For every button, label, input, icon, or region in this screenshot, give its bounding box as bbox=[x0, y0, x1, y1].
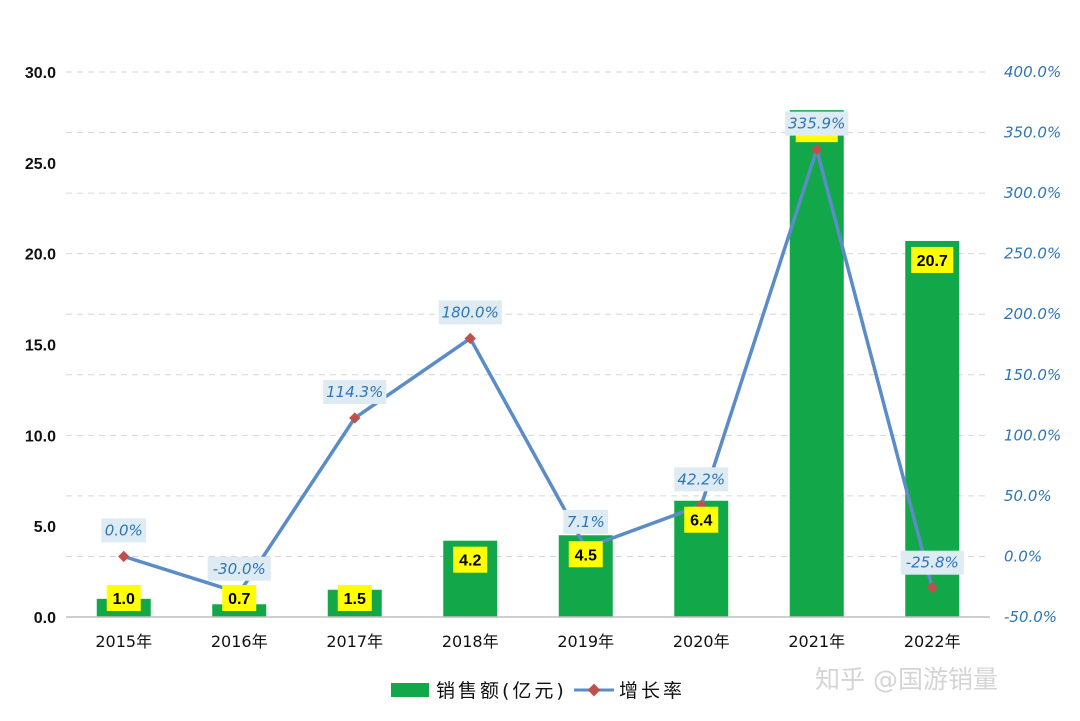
growth-marker bbox=[926, 582, 938, 594]
value-label-box bbox=[684, 506, 719, 533]
growth-label-box bbox=[438, 300, 502, 325]
growth-marker bbox=[464, 332, 476, 345]
left-tick-label: 10.0 bbox=[25, 428, 56, 445]
legend: 销售额(亿元) 增长率 bbox=[391, 680, 685, 702]
right-tick-label: 400.0% bbox=[1004, 63, 1061, 81]
right-tick-label: 50.0% bbox=[1004, 487, 1052, 505]
x-tick-label: 2019年 bbox=[557, 632, 614, 651]
growth-label-box bbox=[900, 550, 964, 575]
left-tick-label: 0.0 bbox=[34, 610, 56, 627]
value-label-box bbox=[106, 585, 141, 611]
x-tick-label: 2018年 bbox=[442, 632, 499, 651]
growth-marker bbox=[811, 143, 823, 156]
legend-bar-swatch bbox=[391, 683, 429, 697]
legend-line-marker bbox=[587, 683, 601, 697]
x-tick-label: 2017年 bbox=[326, 632, 383, 651]
growth-marker bbox=[349, 412, 361, 424]
value-label-box bbox=[337, 585, 372, 611]
right-axis: -50.0% 0.0% 50.0% 100.0% 150.0% 200.0% 250.0% 3… bbox=[1004, 63, 1061, 626]
x-axis: 2015年 2016年 2017年 2018年 2019年 2020年 2021年 2022年 bbox=[66, 616, 990, 651]
value-label: 6.4 bbox=[690, 513, 712, 530]
growth-label: 0.0% bbox=[105, 521, 143, 539]
right-tick-label: 150.0% bbox=[1004, 366, 1061, 384]
x-tick-label: 2015年 bbox=[95, 632, 152, 651]
left-tick-label: 25.0 bbox=[25, 156, 56, 173]
growth-label: 180.0% bbox=[442, 303, 499, 321]
right-tick-label: 350.0% bbox=[1004, 124, 1061, 142]
left-tick-label: 5.0 bbox=[34, 519, 56, 536]
x-tick-label: 2022年 bbox=[904, 632, 961, 651]
x-tick-label: 2016年 bbox=[211, 632, 268, 651]
grid-lines bbox=[66, 71, 990, 618]
value-label: 1.5 bbox=[344, 591, 366, 608]
watermark: 知乎 @国游销量 bbox=[815, 665, 998, 694]
right-tick-label: 0.0% bbox=[1004, 547, 1042, 565]
growth-label: 114.3% bbox=[326, 383, 383, 401]
growth-label: 7.1% bbox=[567, 513, 605, 531]
growth-label-box bbox=[101, 518, 147, 543]
left-tick-label: 15.0 bbox=[25, 338, 56, 355]
growth-label-box bbox=[323, 380, 387, 405]
value-label-box bbox=[222, 585, 257, 611]
right-tick-label: 300.0% bbox=[1004, 184, 1061, 202]
growth-label-box bbox=[563, 509, 609, 534]
right-tick-label: -50.0% bbox=[1004, 608, 1057, 626]
growth-label: -25.8% bbox=[906, 554, 959, 572]
bar bbox=[789, 110, 844, 618]
right-tick-label: 100.0% bbox=[1004, 426, 1061, 444]
value-label-box bbox=[453, 546, 488, 573]
growth-label-box bbox=[674, 467, 729, 492]
left-tick-label: 30.0 bbox=[25, 65, 56, 82]
growth-label-box bbox=[207, 556, 271, 581]
value-label: 0.7 bbox=[228, 591, 250, 608]
growth-label: 335.9% bbox=[788, 115, 845, 133]
value-label-box bbox=[911, 246, 954, 273]
right-tick-label: 200.0% bbox=[1004, 305, 1061, 323]
bar-series bbox=[96, 110, 960, 618]
growth-marker bbox=[118, 550, 130, 563]
value-label-box bbox=[568, 541, 603, 568]
right-tick-label: 250.0% bbox=[1004, 245, 1061, 263]
growth-label: -30.0% bbox=[213, 560, 266, 578]
left-axis: 0.0 5.0 10.0 15.0 20.0 25.0 30.0 bbox=[25, 65, 56, 627]
data-labels: 1.00.71.54.24.56.427.920.70.0%-30.0%114.… bbox=[101, 111, 964, 611]
legend-line-label: 增长率 bbox=[619, 680, 685, 702]
left-tick-label: 20.0 bbox=[25, 247, 56, 264]
value-label: 4.2 bbox=[459, 553, 481, 570]
growth-label-box bbox=[785, 111, 849, 136]
growth-label: 42.2% bbox=[677, 470, 725, 488]
value-label: 20.7 bbox=[917, 253, 948, 270]
x-tick-label: 2021年 bbox=[788, 632, 845, 651]
value-label: 4.5 bbox=[575, 547, 597, 564]
value-label: 1.0 bbox=[113, 591, 135, 608]
legend-bar-label: 销售额(亿元) bbox=[436, 680, 567, 702]
x-tick-label: 2020年 bbox=[673, 632, 730, 651]
